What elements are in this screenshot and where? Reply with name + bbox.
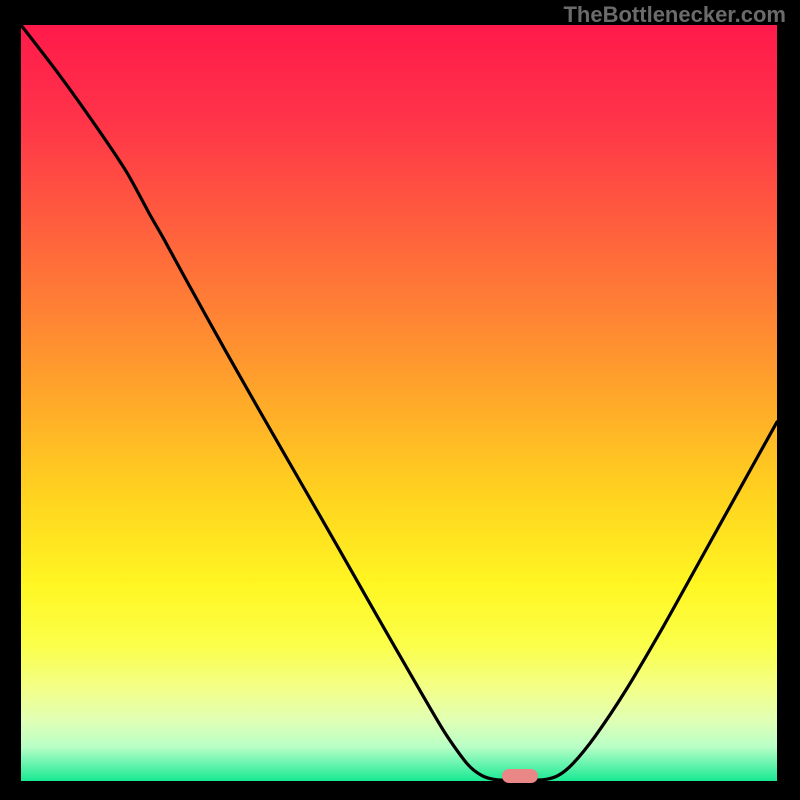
bottleneck-curve bbox=[21, 25, 777, 781]
optimal-marker bbox=[502, 769, 538, 783]
watermark-text: TheBottlenecker.com bbox=[563, 2, 786, 28]
chart-root: { "canvas": { "width": 800, "height": 80… bbox=[0, 0, 800, 800]
plot-area bbox=[21, 25, 777, 781]
